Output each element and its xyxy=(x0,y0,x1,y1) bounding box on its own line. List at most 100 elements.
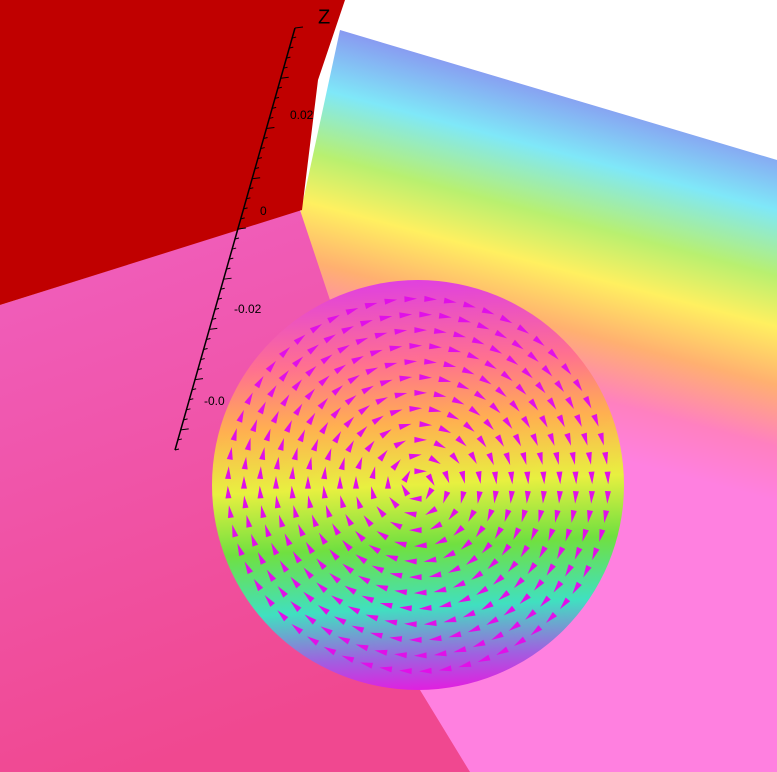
arrow xyxy=(337,636,351,645)
arrow xyxy=(401,484,411,497)
arrow xyxy=(489,402,501,414)
tick-mark xyxy=(246,197,251,200)
arrow xyxy=(399,375,413,382)
arrow xyxy=(289,466,296,480)
arrow xyxy=(241,456,248,470)
arrow xyxy=(251,533,259,547)
arrow xyxy=(246,514,253,528)
tick-mark xyxy=(266,126,275,129)
arrow xyxy=(358,405,371,416)
arrow xyxy=(554,380,565,393)
arrow xyxy=(327,315,340,324)
arrow xyxy=(341,326,354,335)
arrow xyxy=(290,576,301,589)
arrow xyxy=(460,490,467,504)
arrow xyxy=(473,390,487,400)
arrow xyxy=(389,345,403,352)
arrow xyxy=(486,452,494,466)
tick-mark xyxy=(289,46,294,49)
arrow xyxy=(570,509,577,523)
arrow xyxy=(325,504,333,518)
arrow xyxy=(494,329,508,339)
arrow xyxy=(303,591,315,603)
arrow xyxy=(508,490,515,504)
tick-mark xyxy=(280,76,289,79)
arrow xyxy=(535,381,546,394)
arrow xyxy=(425,473,435,486)
tick-mark xyxy=(177,438,182,441)
arrow xyxy=(329,549,340,561)
arrow xyxy=(414,468,427,475)
arrow xyxy=(456,381,470,390)
arrow xyxy=(462,609,476,618)
arrow xyxy=(375,397,388,406)
tick-mark xyxy=(220,287,225,290)
arrow xyxy=(585,451,592,465)
arrow xyxy=(539,415,548,428)
arrow xyxy=(343,416,355,429)
arrow xyxy=(438,601,452,608)
arrow xyxy=(259,447,266,461)
arrow xyxy=(227,505,234,519)
arrow xyxy=(277,437,284,451)
arrow xyxy=(284,533,293,547)
arrow xyxy=(475,525,486,538)
arrow xyxy=(390,459,401,471)
arrow xyxy=(356,496,364,510)
arrow xyxy=(465,554,478,565)
arrow xyxy=(342,539,353,552)
arrow xyxy=(528,398,539,411)
arrow xyxy=(547,348,559,360)
arrow xyxy=(389,409,403,417)
arrow xyxy=(604,471,611,485)
arrow xyxy=(466,351,480,360)
arrow xyxy=(572,378,583,392)
arrow xyxy=(369,349,383,357)
arrow xyxy=(371,486,377,500)
arrow xyxy=(477,654,491,663)
arrow xyxy=(374,649,388,656)
tick-mark xyxy=(200,358,205,361)
arrow xyxy=(277,585,288,598)
axis-ticks xyxy=(174,26,304,451)
tick-mark xyxy=(283,66,288,69)
tick-mark xyxy=(226,267,231,270)
arrow xyxy=(428,455,441,465)
arrow xyxy=(602,451,609,465)
arrow xyxy=(530,625,543,636)
arrow xyxy=(409,343,423,350)
arrow xyxy=(369,632,383,639)
arrow xyxy=(257,401,266,415)
arrow xyxy=(399,312,413,319)
arrow xyxy=(597,432,604,446)
arrow xyxy=(236,409,244,423)
arrow xyxy=(323,646,337,656)
arrow xyxy=(538,509,545,523)
arrow xyxy=(532,335,545,346)
arrow xyxy=(539,545,548,559)
arrow xyxy=(491,631,504,641)
arrow xyxy=(379,429,392,439)
arrow xyxy=(254,376,264,389)
arrow xyxy=(475,470,482,484)
arrow xyxy=(419,421,433,428)
arrow xyxy=(414,542,427,549)
arrow xyxy=(351,625,365,634)
arrow xyxy=(363,515,374,528)
arrow xyxy=(257,485,264,499)
arrow xyxy=(379,666,393,673)
arrow xyxy=(448,508,459,521)
arrow xyxy=(452,579,466,588)
tick-mark xyxy=(194,378,204,381)
arrow xyxy=(588,490,595,504)
arrow xyxy=(433,327,447,334)
arrow xyxy=(226,446,233,460)
arrow xyxy=(561,363,572,375)
arrow xyxy=(371,565,385,574)
arrow xyxy=(476,321,490,330)
arrow xyxy=(468,405,481,416)
arrow xyxy=(368,544,381,555)
arrow xyxy=(360,662,374,669)
tick-mark xyxy=(263,137,268,140)
